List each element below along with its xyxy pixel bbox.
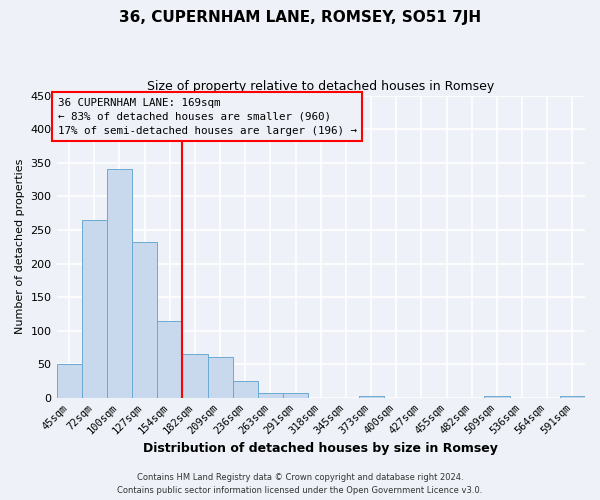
Bar — [208, 357, 233, 398]
Bar — [359, 396, 383, 398]
Text: Contains HM Land Registry data © Crown copyright and database right 2024.
Contai: Contains HM Land Registry data © Crown c… — [118, 474, 482, 495]
Text: 36 CUPERNHAM LANE: 169sqm
← 83% of detached houses are smaller (960)
17% of semi: 36 CUPERNHAM LANE: 169sqm ← 83% of detac… — [58, 98, 357, 136]
Bar — [283, 394, 308, 398]
Bar — [258, 394, 283, 398]
Bar — [233, 381, 258, 398]
Bar — [82, 220, 107, 398]
Bar — [182, 354, 208, 398]
Bar — [157, 320, 182, 398]
Bar — [484, 396, 509, 398]
Bar — [132, 242, 157, 398]
Text: 36, CUPERNHAM LANE, ROMSEY, SO51 7JH: 36, CUPERNHAM LANE, ROMSEY, SO51 7JH — [119, 10, 481, 25]
Bar — [107, 170, 132, 398]
Bar — [560, 396, 585, 398]
X-axis label: Distribution of detached houses by size in Romsey: Distribution of detached houses by size … — [143, 442, 498, 455]
Y-axis label: Number of detached properties: Number of detached properties — [15, 159, 25, 334]
Bar — [56, 364, 82, 398]
Title: Size of property relative to detached houses in Romsey: Size of property relative to detached ho… — [147, 80, 494, 93]
